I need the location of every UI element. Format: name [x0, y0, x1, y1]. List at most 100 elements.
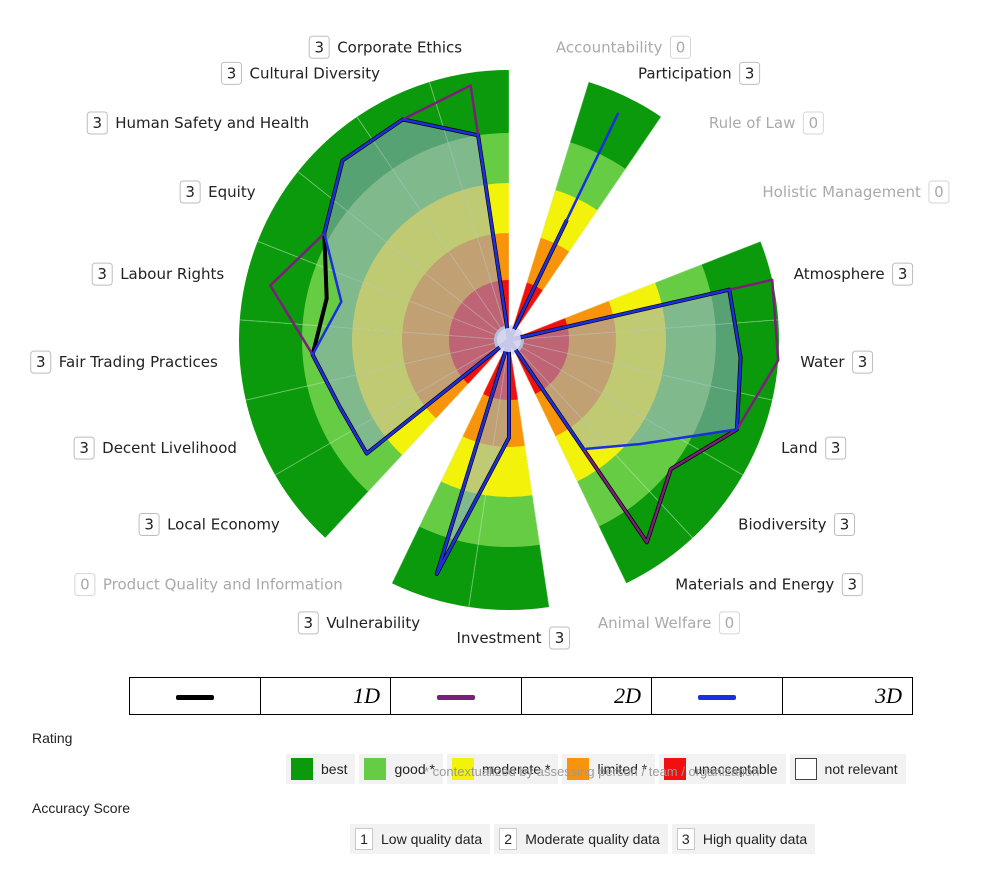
axis-label-labour-rights: 3 Labour Rights — [91, 262, 224, 286]
accuracy-high: 3 High quality data — [671, 824, 816, 854]
accuracy-high-num: 3 — [676, 828, 695, 850]
accuracy-high-label: High quality data — [702, 831, 808, 847]
rating-limited-label: limited * — [597, 761, 648, 777]
series-1d-label: 1D — [260, 677, 391, 715]
sector-participation — [509, 81, 662, 340]
series-3d-line — [311, 112, 742, 576]
radar-center — [497, 328, 521, 352]
rating-good-label: good * — [394, 761, 435, 777]
axis-name-animal-welfare: Animal Welfare — [598, 614, 712, 632]
sector-divider — [508, 339, 550, 608]
sector-divider — [508, 240, 761, 341]
axis-label-human-safety-and-health: 3 Human Safety and Health — [86, 111, 309, 135]
score-badge — [669, 35, 691, 59]
score-value: 3 — [92, 114, 102, 132]
axis-name-investment: Investment — [457, 629, 542, 647]
score-badge — [86, 111, 108, 135]
rating-not-relevant-label: not relevant — [824, 761, 898, 777]
rating-best: best — [286, 754, 356, 784]
axis-label-rule-of-law: Rule of Law 0 — [709, 111, 824, 135]
axis-label-vulnerability: 3 Vulnerability — [297, 611, 420, 635]
axis-label-corporate-ethics: 3 Corporate Ethics — [308, 35, 462, 59]
score-value: 3 — [227, 64, 237, 82]
axis-label-cultural-diversity: 3 Cultural Diversity — [220, 61, 380, 85]
score-value: 0 — [934, 183, 944, 201]
score-value: 3 — [847, 576, 857, 594]
axis-label-decent-livelihood: 3 Decent Livelihood — [73, 436, 237, 460]
accuracy-moderate-num: 2 — [499, 828, 518, 850]
sustainability-radar-chart: Accountability 0 Participation 3 Rule of Law… — [30, 35, 950, 650]
score-value: 3 — [79, 439, 89, 457]
score-value: 0 — [725, 614, 735, 632]
axis-label-holistic-management: Holistic Management 0 — [762, 180, 950, 204]
score-badge — [802, 111, 824, 135]
sector-divider — [508, 116, 662, 341]
accuracy-low-num: 1 — [355, 828, 373, 850]
score-value: 0 — [809, 114, 819, 132]
axis-label-product-quality-and-information: 0 Product Quality and Information — [74, 573, 343, 597]
axis-labels: Accountability 0 Participation 3 Rule of Law… — [30, 35, 950, 650]
axis-label-animal-welfare: Animal Welfare 0 — [598, 611, 740, 635]
score-value: 3 — [555, 629, 565, 647]
axis-label-land: Land 3 — [781, 436, 847, 460]
score-value: 3 — [831, 439, 841, 457]
rating-moderate-label: moderate * — [481, 761, 551, 777]
score-badge — [220, 61, 242, 85]
series-2d-label: 2D — [521, 677, 652, 715]
score-value: 3 — [144, 516, 154, 534]
score-badge — [892, 262, 914, 286]
sector-divider — [391, 339, 510, 584]
rating-good: good * — [359, 754, 443, 784]
axis-name-equity: Equity — [208, 183, 256, 201]
axis-label-local-economy: 3 Local Economy — [138, 513, 280, 537]
accuracy-moderate: 2 Moderate quality data — [494, 824, 668, 854]
accuracy-low: 1 Low quality data — [350, 824, 491, 854]
axis-label-biodiversity: Biodiversity 3 — [738, 513, 856, 537]
score-badge — [841, 573, 863, 597]
axis-name-corporate-ethics: Corporate Ethics — [337, 38, 462, 56]
series-3d-area — [312, 113, 741, 574]
sector-divider — [508, 171, 721, 341]
axis-label-investment: Investment 3 — [457, 626, 570, 650]
score-badge — [928, 180, 950, 204]
score-badge — [297, 611, 319, 635]
axis-name-participation: Participation — [638, 64, 732, 82]
rating-not-relevant: not relevant — [789, 754, 906, 784]
axis-name-human-safety-and-health: Human Safety and Health — [115, 114, 309, 132]
sector-divider — [508, 339, 627, 584]
score-badge — [718, 611, 740, 635]
score-badge — [548, 626, 570, 650]
axis-name-vulnerability: Vulnerability — [326, 614, 420, 632]
score-value: 3 — [898, 265, 908, 283]
score-badge — [308, 35, 330, 59]
axis-name-water: Water — [800, 353, 845, 371]
axis-label-materials-and-energy: Materials and Energy 3 — [675, 573, 863, 597]
rating-unacceptable-label: unacceptable — [694, 761, 778, 777]
score-value: 3 — [314, 38, 324, 56]
axis-label-fair-trading-practices: 3 Fair Trading Practices — [30, 350, 218, 374]
accuracy-moderate-label: Moderate quality data — [525, 831, 660, 847]
axis-name-local-economy: Local Economy — [167, 516, 280, 534]
score-value: 3 — [36, 353, 46, 371]
axis-name-materials-and-energy: Materials and Energy — [675, 576, 834, 594]
axis-name-accountability: Accountability — [556, 38, 663, 56]
score-badge — [91, 262, 113, 286]
rating-legend: best good * moderate * limited * unaccep… — [286, 754, 906, 784]
series-3d-swatch — [651, 677, 783, 715]
series-2d-swatch — [390, 677, 522, 715]
sector-vulnerability — [391, 340, 509, 607]
axis-name-product-quality-and-information: Product Quality and Information — [103, 576, 343, 594]
score-badge — [73, 436, 95, 460]
score-value: 0 — [676, 38, 686, 56]
axis-name-atmosphere: Atmosphere — [794, 265, 885, 283]
score-badge — [825, 436, 847, 460]
axis-name-decent-livelihood: Decent Livelihood — [102, 439, 237, 457]
axis-name-biodiversity: Biodiversity — [738, 516, 826, 534]
rating-moderate: moderate * — [446, 754, 559, 784]
score-value: 3 — [185, 183, 195, 201]
score-badge — [739, 61, 761, 85]
score-value: 3 — [97, 265, 107, 283]
accuracy-low-label: Low quality data — [381, 831, 483, 847]
axis-label-equity: 3 Equity — [179, 180, 256, 204]
sector-divider — [508, 81, 590, 341]
